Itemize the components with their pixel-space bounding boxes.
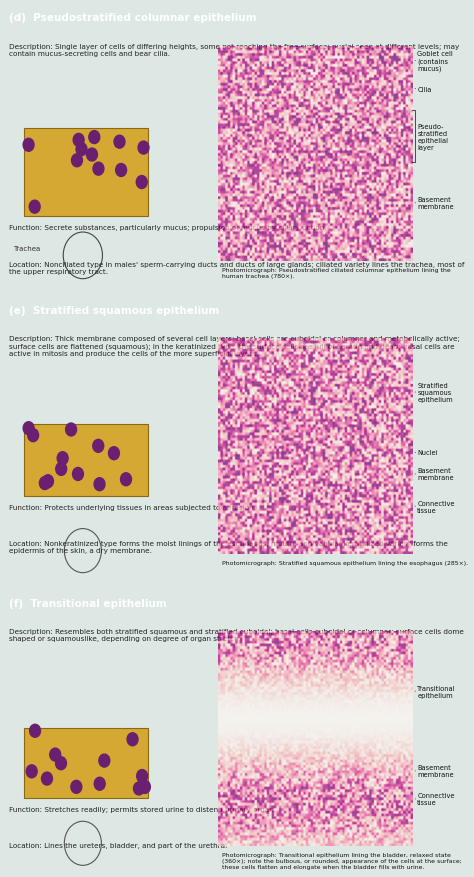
Circle shape (87, 149, 98, 162)
Circle shape (42, 773, 53, 785)
Text: Basement
membrane: Basement membrane (417, 467, 454, 481)
Circle shape (120, 474, 131, 486)
Text: Description: Thick membrane composed of several cell layers; basal cells are cub: Description: Thick membrane composed of … (9, 336, 460, 356)
Text: Photomicrograph: Stratified squamous epithelium lining the esophagus (285×).: Photomicrograph: Stratified squamous epi… (222, 560, 468, 565)
Circle shape (29, 201, 40, 214)
Circle shape (114, 136, 125, 149)
Text: Function: Stretches readily; permits stored urine to distend urinary organ.: Function: Stretches readily; permits sto… (9, 806, 276, 812)
Circle shape (137, 770, 147, 782)
Circle shape (137, 176, 147, 189)
Circle shape (56, 463, 67, 476)
Text: Connective
tissue: Connective tissue (417, 500, 455, 513)
Text: (d)  Pseudostratified columnar epithelium: (d) Pseudostratified columnar epithelium (9, 13, 257, 24)
Circle shape (71, 781, 82, 794)
Text: Basement
membrane: Basement membrane (417, 197, 454, 210)
Circle shape (139, 781, 150, 794)
Circle shape (27, 429, 38, 442)
Circle shape (39, 477, 50, 490)
Text: Pseudo-
stratified
epithelial
layer: Pseudo- stratified epithelial layer (417, 124, 448, 150)
Circle shape (93, 163, 104, 176)
Text: Description: Resembles both stratified squamous and stratified cuboidal; basal c: Description: Resembles both stratified s… (9, 628, 464, 641)
Text: Stratified
squamous
epithelium: Stratified squamous epithelium (417, 382, 453, 403)
Circle shape (73, 468, 83, 481)
Circle shape (23, 139, 34, 152)
Text: Photomicrograph: Pseudostratified ciliated columnar epithelium lining the human : Photomicrograph: Pseudostratified ciliat… (222, 267, 451, 279)
Circle shape (94, 478, 105, 491)
Circle shape (138, 142, 149, 155)
Circle shape (109, 447, 119, 460)
Text: Transitional
epithelium: Transitional epithelium (417, 685, 456, 698)
Text: Basement
membrane: Basement membrane (417, 765, 454, 778)
Circle shape (26, 765, 37, 778)
FancyBboxPatch shape (24, 129, 148, 217)
Circle shape (55, 757, 66, 770)
Text: Location: Nonkeratinized type forms the moist linings of the esophagus, mouth, a: Location: Nonkeratinized type forms the … (9, 540, 447, 553)
Circle shape (57, 453, 68, 465)
Circle shape (23, 422, 34, 435)
Circle shape (50, 748, 61, 761)
Circle shape (72, 154, 82, 168)
Text: Location: Nonciliated type in males' sperm-carrying ducts and ducts of large gla: Location: Nonciliated type in males' spe… (9, 261, 464, 275)
Text: Trachea: Trachea (13, 246, 40, 252)
Text: Nuclei: Nuclei (417, 450, 438, 456)
Circle shape (93, 440, 104, 453)
Text: Photomicrograph: Transitional epithelium lining the bladder, relaxed state (360×: Photomicrograph: Transitional epithelium… (222, 852, 462, 869)
Circle shape (73, 134, 84, 147)
Text: Location: Lines the ureters, bladder, and part of the urethra.: Location: Lines the ureters, bladder, an… (9, 842, 227, 848)
Circle shape (116, 164, 127, 177)
Circle shape (99, 754, 110, 767)
FancyBboxPatch shape (24, 728, 148, 798)
Text: Goblet cell
(contains
mucus): Goblet cell (contains mucus) (417, 51, 453, 72)
Circle shape (127, 733, 138, 746)
Circle shape (94, 777, 105, 790)
Text: Description: Single layer of cells of differing heights, some not reaching the f: Description: Single layer of cells of di… (9, 44, 459, 57)
Circle shape (29, 724, 40, 738)
Text: (e)  Stratified squamous epithelium: (e) Stratified squamous epithelium (9, 306, 220, 316)
Text: Connective
tissue: Connective tissue (417, 793, 455, 805)
Circle shape (76, 144, 87, 156)
FancyBboxPatch shape (24, 424, 148, 496)
Text: Cilia: Cilia (417, 87, 432, 92)
Text: Function: Protects underlying tissues in areas subjected to abrasion.: Function: Protects underlying tissues in… (9, 504, 255, 510)
Text: (f)  Transitional epithelium: (f) Transitional epithelium (9, 598, 167, 608)
Circle shape (43, 475, 54, 488)
Circle shape (134, 782, 145, 795)
Circle shape (89, 132, 100, 145)
Text: Function: Secrete substances, particularly mucus; propulsion of mucus by ciliary: Function: Secrete substances, particular… (9, 225, 326, 231)
Circle shape (65, 424, 76, 437)
